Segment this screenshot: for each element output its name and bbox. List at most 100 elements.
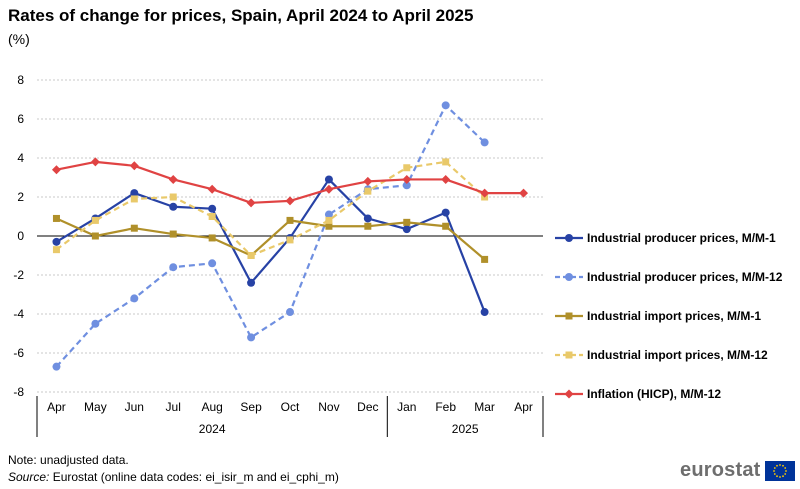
x-tick-label: Apr <box>47 400 66 414</box>
x-tick-label: Aug <box>201 400 222 414</box>
source-line: Source: Eurostat (online data codes: ei_… <box>8 469 339 486</box>
legend-item: Industrial import prices, M/M-1 <box>555 309 761 323</box>
data-point <box>480 138 489 147</box>
data-point <box>402 174 412 184</box>
data-point <box>169 263 178 272</box>
data-point <box>403 218 411 226</box>
data-point <box>247 333 256 342</box>
flag-star <box>783 472 786 475</box>
data-point <box>129 161 139 171</box>
series-5 <box>51 157 529 208</box>
data-point <box>51 165 61 175</box>
data-point <box>91 216 99 224</box>
data-point <box>481 255 489 263</box>
eurostat-logo: eurostat <box>680 459 795 482</box>
y-tick-label: 0 <box>17 229 24 243</box>
data-point <box>208 234 216 242</box>
x-tick-label: Jun <box>125 400 144 414</box>
y-tick-label: -6 <box>13 346 24 360</box>
year-label: 2024 <box>199 422 226 436</box>
data-point <box>169 193 177 201</box>
chart-subtitle: (%) <box>8 31 30 47</box>
data-point <box>364 222 372 230</box>
eurostat-wordmark: eurostat <box>680 459 761 481</box>
legend-item: Industrial producer prices, M/M-1 <box>555 231 776 245</box>
flag-star <box>773 472 776 475</box>
legend-marker <box>565 351 573 359</box>
data-point <box>480 188 490 198</box>
data-point <box>52 362 61 371</box>
data-point <box>168 174 178 184</box>
legend-label: Industrial import prices, M/M-12 <box>587 348 768 362</box>
data-point <box>286 236 294 244</box>
data-point <box>130 189 139 198</box>
data-point <box>441 101 450 110</box>
data-point <box>441 174 451 184</box>
data-point <box>480 308 489 317</box>
chart-title: Rates of change for prices, Spain, April… <box>8 6 474 25</box>
legend-item: Industrial import prices, M/M-12 <box>555 348 768 362</box>
y-tick-label: 6 <box>17 112 24 126</box>
series-line <box>56 217 486 261</box>
series-line <box>55 104 486 368</box>
series-4 <box>52 158 489 259</box>
flag-star <box>778 463 781 466</box>
series-1 <box>52 175 489 317</box>
line-chart: -8 -6 -4 -2 0 2 4 6 8 Apr May Jun Jul Aug Sep Oct Nov Dec… <box>13 73 783 437</box>
y-tick-label: 8 <box>17 73 24 87</box>
x-tick-label: Dec <box>357 400 378 414</box>
series-line <box>55 178 486 313</box>
data-point <box>52 237 61 246</box>
data-point <box>52 246 60 254</box>
data-point <box>207 184 217 194</box>
data-point <box>90 157 100 167</box>
footnote: Note: unadjusted data. Source: Eurostat … <box>8 452 339 486</box>
data-point <box>247 252 255 259</box>
y-tick-label: -8 <box>13 385 24 399</box>
data-point <box>363 214 372 223</box>
data-point <box>286 308 294 317</box>
data-point <box>91 232 99 240</box>
x-tick-label: Sep <box>240 400 262 414</box>
legend-item: Industrial producer prices, M/M-12 <box>555 270 783 284</box>
legend-marker <box>565 234 573 242</box>
x-tick-label: Jul <box>166 400 181 414</box>
eu-flag-icon <box>764 460 795 481</box>
data-point <box>130 195 138 203</box>
data-point <box>247 278 256 287</box>
data-point <box>208 259 217 268</box>
series-line <box>55 160 486 257</box>
legend-label: Industrial producer prices, M/M-12 <box>587 270 783 284</box>
x-tick-label: Nov <box>318 400 339 414</box>
x-tick-label: Mar <box>474 400 495 414</box>
y-tick-label: 4 <box>17 151 24 165</box>
x-tick-label: Jan <box>397 400 416 414</box>
legend-item: Inflation (HICP), M/M-12 <box>555 387 721 401</box>
data-point <box>441 208 450 217</box>
x-tick-label: Oct <box>281 400 300 414</box>
data-point <box>130 224 138 232</box>
data-point <box>363 176 373 186</box>
data-point <box>325 222 333 230</box>
flag-star <box>773 466 776 469</box>
data-point <box>285 196 295 206</box>
data-point <box>91 319 100 328</box>
y-tick-label: -2 <box>13 268 24 282</box>
x-tick-label: May <box>84 400 107 414</box>
data-point <box>208 204 217 213</box>
data-point <box>402 225 411 234</box>
flag-star <box>775 464 778 467</box>
data-point <box>130 294 139 303</box>
legend-label: Inflation (HICP), M/M-12 <box>587 387 721 401</box>
data-point <box>364 187 372 195</box>
note-text: Note: unadjusted data. <box>8 453 129 467</box>
legend-marker <box>565 312 573 320</box>
year-label: 2025 <box>452 422 479 436</box>
flag-star <box>784 469 787 472</box>
data-point <box>324 175 333 184</box>
legend-label: Industrial import prices, M/M-1 <box>587 309 761 323</box>
flag-star <box>783 466 786 469</box>
data-point <box>169 230 177 238</box>
flag-star <box>775 474 778 477</box>
series-2 <box>52 101 489 371</box>
